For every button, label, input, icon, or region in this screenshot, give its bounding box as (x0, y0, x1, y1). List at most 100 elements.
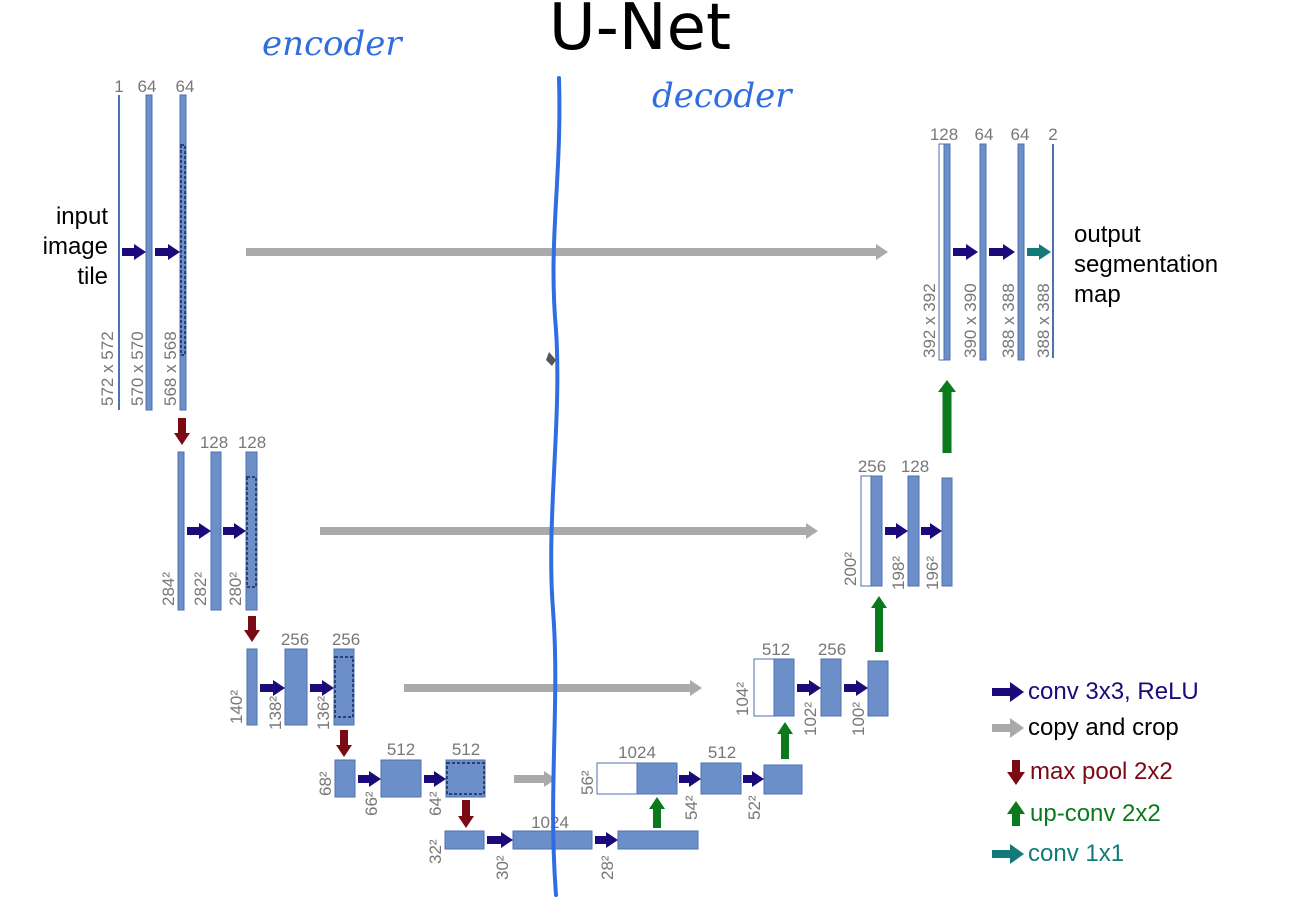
l4-size-label-1: 68² (316, 771, 335, 796)
d2-channel-label-2: 128 (901, 457, 929, 476)
d3-block-3 (867, 660, 889, 717)
l4-size-label-2: 66² (362, 791, 381, 816)
d2-channel-label-1: 256 (858, 457, 886, 476)
legend-item-conv1x1: conv 1x1 (990, 840, 1124, 868)
l2-channel-label-2: 128 (238, 433, 266, 452)
d2-block-3 (941, 477, 953, 587)
l1-size-label-1: 572 x 572 (98, 331, 117, 406)
l3-conv-arrow-1 (260, 680, 285, 696)
d4-copied-block (596, 762, 638, 795)
legend-label-conv1x1: conv 1x1 (1028, 840, 1125, 867)
l4-copy-arrow (514, 771, 556, 787)
legend-item-upconv: up-conv 2x2 (1004, 800, 1161, 828)
d1-channel-label-4: 2 (1048, 125, 1057, 144)
l1-pool-arrow (174, 418, 190, 445)
d1-conv1x1-arrow (1027, 244, 1051, 260)
d4-size-label-1: 56² (578, 770, 597, 795)
d1-channel-label-1: 128 (930, 125, 958, 144)
l1-conv-arrow-1 (122, 244, 146, 260)
d4-size-label-2: 54² (682, 795, 701, 820)
legend-label-upconv: up-conv 2x2 (1030, 800, 1161, 827)
l4-block-1 (334, 759, 356, 798)
d3-block-2 (820, 658, 842, 717)
d4-conv-arrow-1 (679, 771, 701, 787)
pen-divider-line (549, 76, 562, 897)
input-label-line-1: input (55, 203, 108, 230)
l2-size-label-3: 280² (226, 572, 245, 606)
l3-size-label-2: 138² (266, 696, 285, 730)
d2-conv-arrow-2 (921, 523, 942, 539)
d3-channel-label-2: 256 (818, 640, 846, 659)
l2-copy-arrow (320, 523, 818, 539)
d4-size-label-3: 52² (745, 795, 764, 820)
output-label-line-1: output (1074, 221, 1141, 248)
d3-size-label-2: 102² (801, 702, 820, 736)
d2-block-2 (907, 475, 920, 587)
l3-size-label-1: 140² (227, 690, 246, 724)
upconv-arrow-icon (1007, 801, 1025, 826)
d1-upsampled-block (943, 143, 951, 361)
d4-block-2 (700, 762, 742, 795)
d2-conv-arrow-1 (885, 523, 908, 539)
l4-conv-arrow-2 (424, 771, 446, 787)
l3-channel-label-2: 256 (332, 630, 360, 649)
pen-cursor-icon (546, 352, 556, 366)
l1-copy-arrow (246, 244, 888, 260)
l2-block-1 (177, 451, 185, 611)
d3-size-label-1: 104² (733, 682, 752, 716)
l3-block-2 (284, 648, 308, 726)
l2-conv-arrow-2 (223, 523, 246, 539)
l3-size-label-3: 136² (314, 696, 333, 730)
l2-size-label-2: 282² (191, 572, 210, 606)
l2-pool-arrow (244, 616, 260, 642)
d3-conv-arrow-2 (844, 680, 868, 696)
l1-size-label-2: 570 x 570 (128, 331, 147, 406)
d4-block-3 (763, 764, 803, 795)
l4-pool-arrow (458, 800, 474, 828)
l2-channel-label-1: 128 (200, 433, 228, 452)
l1-channel-label-1: 1 (114, 77, 123, 96)
legend-label-pool: max pool 2x2 (1030, 758, 1173, 785)
input-label-line-2: image (42, 233, 108, 260)
conv-arrow-icon (992, 682, 1024, 702)
l1-size-label-3: 568 x 568 (161, 331, 180, 406)
l1-conv-arrow-2 (155, 244, 180, 260)
d3-channel-label-1: 512 (762, 640, 790, 659)
d1-block-3 (1017, 143, 1025, 361)
l5-size-label-1: 32² (426, 839, 445, 864)
l5-channel-label-1: 1024 (531, 813, 569, 832)
d1-size-label-2: 390 x 390 (961, 283, 980, 358)
d3-upsampled-block (773, 658, 795, 717)
l1-channel-label-3: 64 (176, 77, 195, 96)
maxpool-arrow-icon (1007, 760, 1025, 785)
l1-conv1-block (145, 94, 153, 411)
d1-block-2 (979, 143, 987, 361)
legend-label-copy: copy and crop (1028, 714, 1179, 741)
d3-copied-block (753, 658, 775, 717)
l3-pool-arrow (336, 730, 352, 757)
l3-block-1 (246, 648, 258, 726)
d1-size-label-1: 392 x 392 (920, 283, 939, 358)
d1-size-label-3: 388 x 388 (999, 283, 1018, 358)
page-title: U-Net (548, 0, 732, 65)
d4-conv-arrow-2 (743, 771, 764, 787)
legend-item-pool: max pool 2x2 (1004, 758, 1173, 786)
l1-channel-label-2: 64 (138, 77, 157, 96)
l5-block-3 (617, 830, 699, 850)
d4-upsampled-block (636, 762, 678, 795)
l2-size-label-1: 284² (159, 572, 178, 606)
l5-block-1 (444, 830, 485, 850)
l2-block-2 (210, 451, 222, 611)
l4-block-2 (380, 759, 422, 798)
l2-conv-arrow-1 (187, 523, 211, 539)
legend-item-copy: copy and crop (990, 714, 1179, 742)
legend-item-conv: conv 3x3, ReLU (990, 678, 1199, 706)
l3-copy-arrow (404, 680, 702, 696)
d2-upsampled-block (870, 475, 883, 587)
d2-copied-block (860, 475, 872, 587)
d3-size-label-3: 100² (849, 702, 868, 736)
d2-size-label-3: 196² (923, 556, 942, 590)
l4-conv-arrow-1 (358, 771, 381, 787)
d1-conv-arrow-2 (989, 244, 1015, 260)
